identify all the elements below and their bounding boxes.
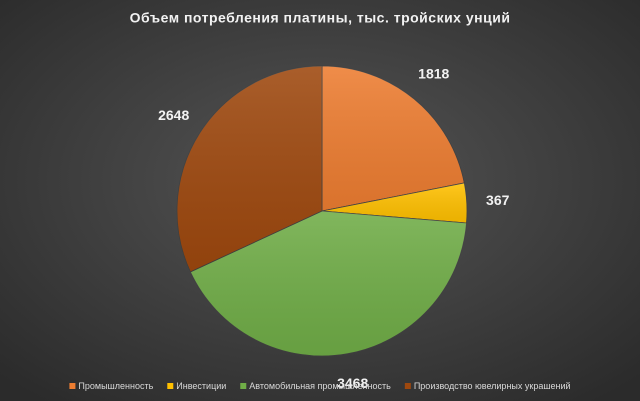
- legend-item: Инвестиции: [167, 381, 226, 391]
- legend-item: Автомобильная промышленность: [240, 381, 391, 391]
- data-label: 2648: [158, 107, 189, 123]
- legend-label: Инвестиции: [176, 381, 226, 391]
- legend-swatch: [167, 383, 174, 389]
- legend-item: Промышленность: [69, 381, 154, 391]
- legend-swatch: [240, 383, 247, 389]
- legend-label: Автомобильная промышленность: [249, 381, 391, 391]
- legend-swatch: [404, 383, 411, 389]
- legend-swatch: [69, 383, 76, 389]
- legend-item: Производство ювелирных украшений: [404, 381, 571, 391]
- chart-title: Объем потребления платины, тыс. тройских…: [130, 10, 511, 26]
- data-label: 1818: [418, 66, 449, 82]
- data-label: 367: [486, 192, 510, 208]
- data-label: 3468: [337, 375, 368, 391]
- legend-label: Производство ювелирных украшений: [414, 381, 571, 391]
- legend-label: Промышленность: [78, 381, 153, 391]
- legend: Промышленность Инвестиции Автомобильная пр…: [69, 381, 571, 391]
